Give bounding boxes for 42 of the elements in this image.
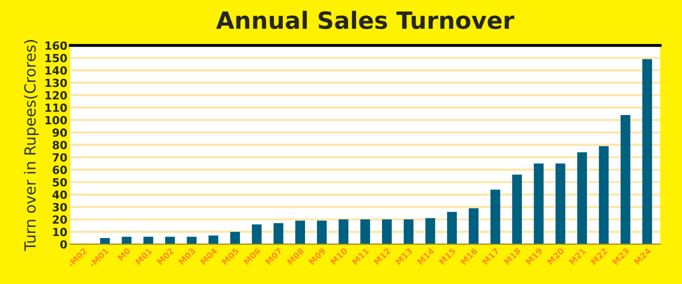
bar [208, 236, 218, 244]
y-axis-title: Turn over in Rupees(Crores) [24, 40, 39, 251]
y-tick-label: 100 [46, 116, 67, 124]
y-tick-label: 120 [46, 91, 67, 100]
bar [425, 218, 436, 244]
y-tick-label: 140 [46, 66, 67, 75]
bar [468, 208, 479, 244]
chart-title: Annual Sales Turnover [216, 10, 514, 30]
bar [274, 223, 284, 244]
bar [295, 220, 306, 244]
y-tick-label: 50 [52, 178, 67, 186]
bar [512, 174, 522, 244]
y-tick-label: 30 [52, 202, 67, 212]
bar [556, 163, 566, 244]
bar [230, 232, 240, 244]
y-tick-label: 0 [60, 240, 67, 249]
y-tick-label: 150 [46, 54, 67, 62]
bar [316, 220, 327, 244]
bar [620, 115, 630, 244]
bar [338, 219, 348, 244]
bar [382, 219, 392, 244]
y-tick-label: 90 [52, 128, 67, 137]
y-tick-label: 130 [46, 78, 67, 88]
y-tick-label: 10 [53, 228, 67, 236]
bar [252, 224, 262, 244]
bar [447, 212, 457, 244]
y-tick-label: 80 [52, 140, 67, 150]
y-tick-label: 70 [52, 153, 67, 162]
bar [100, 238, 110, 244]
bar [534, 163, 544, 244]
y-tick-label: 40 [52, 190, 67, 199]
y-tick-label: 20 [52, 215, 67, 224]
bar [490, 190, 500, 244]
y-tick-label: 160 [46, 41, 67, 50]
y-tick-label: 110 [46, 104, 67, 112]
x-tick-label: M0 [117, 247, 131, 261]
bar [642, 59, 652, 244]
y-tick-label: 60 [52, 166, 67, 174]
bar [598, 146, 609, 244]
bar [360, 219, 370, 244]
bar [404, 219, 414, 244]
bar [577, 152, 587, 244]
